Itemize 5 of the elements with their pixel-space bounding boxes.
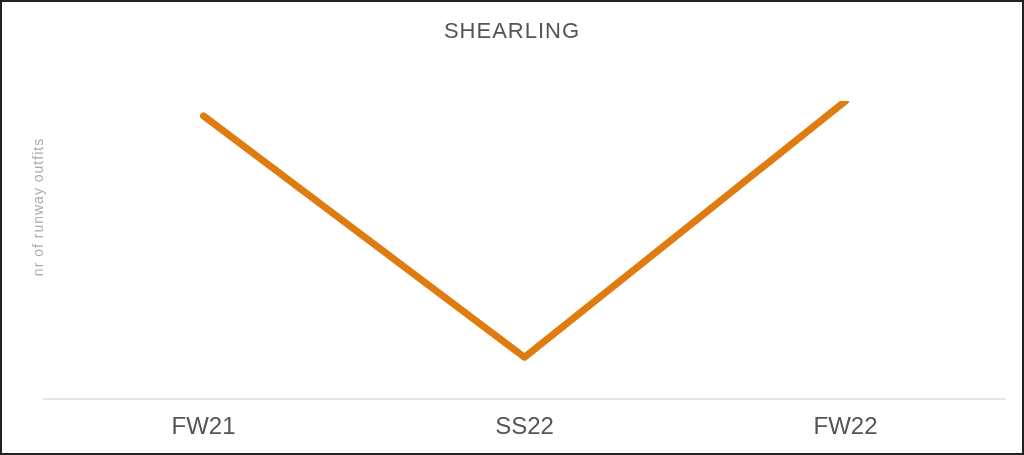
x-tick-label: SS22 <box>495 412 554 440</box>
y-axis-title: nr of runway outfits <box>30 137 46 277</box>
x-tick-label: FW21 <box>171 412 236 440</box>
chart-title: SHEARLING <box>442 18 582 44</box>
x-tick-label: FW22 <box>813 412 878 440</box>
